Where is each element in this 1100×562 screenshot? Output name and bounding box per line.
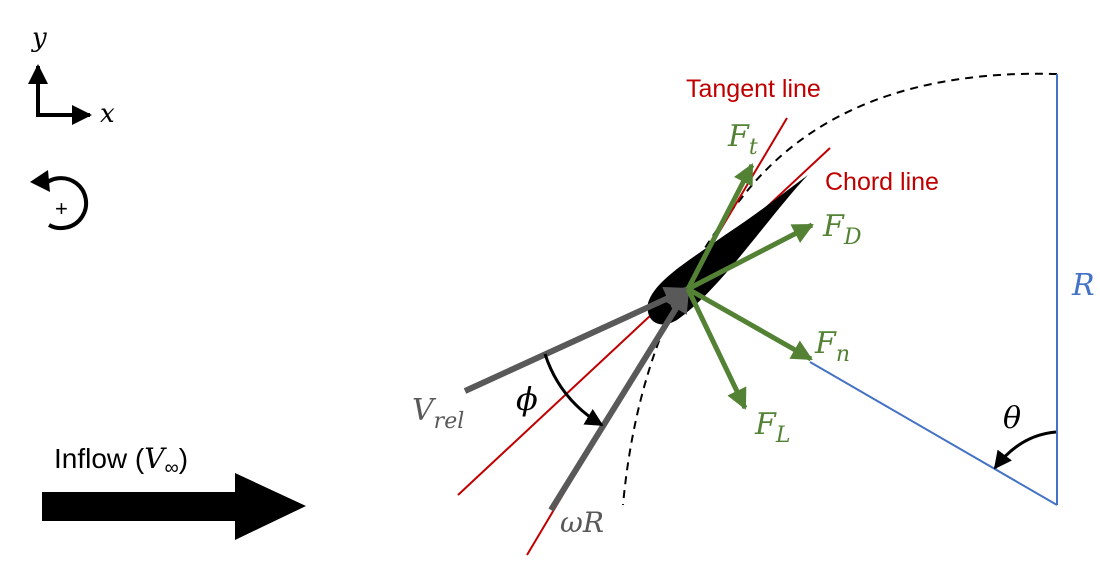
Fn-vector — [686, 286, 813, 362]
rotor-path-dashed — [622, 72, 1058, 506]
force-vectors — [685, 163, 814, 410]
phi-label: ϕ — [516, 380, 538, 418]
FL-label: FL — [754, 407, 790, 448]
x-axis-label: x — [100, 99, 115, 129]
inflow-label: Inflow (V∞) — [54, 442, 188, 479]
FD-vector — [686, 222, 814, 292]
theta-arc — [993, 430, 1057, 470]
vrel-vector — [463, 286, 691, 394]
rotation-sign-icon: + — [30, 170, 89, 231]
phi-arc — [543, 353, 604, 427]
y-axis-label: y — [31, 23, 47, 53]
chord-line — [457, 147, 831, 496]
tangent-line-label: Tangent line — [686, 75, 821, 103]
omegaR-vector — [548, 286, 691, 512]
omegaR-label: ωR — [560, 506, 604, 539]
vrel-label: Vrel — [412, 393, 464, 434]
coordinate-axes: y x — [28, 23, 115, 129]
radius-to-blade-line — [809, 361, 1058, 506]
inflow-arrow: Inflow (V∞) — [42, 442, 306, 540]
Fn-label: Fn — [814, 326, 850, 367]
rotation-plus-label: + — [55, 196, 68, 221]
R-label: R — [1071, 268, 1095, 303]
airfoil — [647, 175, 808, 325]
FD-label: FD — [822, 209, 862, 250]
Ft-label: Ft — [727, 119, 758, 160]
theta-label: θ — [1003, 401, 1021, 436]
Ft-vector — [685, 163, 755, 291]
FL-vector — [685, 287, 748, 410]
chord-line-label: Chord line — [825, 168, 939, 196]
